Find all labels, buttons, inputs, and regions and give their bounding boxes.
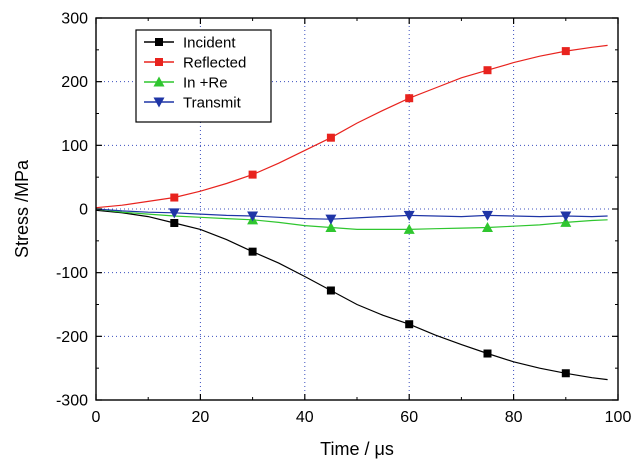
data-point-reflected <box>561 47 570 56</box>
data-point-reflected <box>483 66 492 75</box>
legend-marker-reflected <box>155 58 163 66</box>
legend-label-transmit: Transmit <box>183 95 242 112</box>
data-point-reflected <box>170 193 179 202</box>
x-tick-label: 20 <box>192 409 210 426</box>
x-tick-label: 80 <box>505 409 523 426</box>
grid-layer <box>96 18 618 400</box>
data-point-reflected <box>405 94 414 103</box>
data-point-transmit <box>560 211 572 222</box>
data-point-in-re <box>560 216 572 227</box>
data-point-transmit <box>247 211 259 222</box>
series-line-transmit <box>95 208 608 220</box>
x-tick-label: 60 <box>400 409 418 426</box>
series-transmit <box>95 208 608 225</box>
y-tick-label: -100 <box>56 265 88 282</box>
y-tick-label: -200 <box>56 329 88 346</box>
data-point-transmit <box>403 210 415 221</box>
series-line-in-re <box>95 208 608 230</box>
y-tick-label: 0 <box>79 202 88 219</box>
data-point-in-re <box>325 221 337 232</box>
data-point-reflected <box>248 170 257 179</box>
data-point-incident <box>561 369 570 378</box>
data-point-transmit <box>325 214 337 225</box>
data-point-transmit <box>168 208 180 219</box>
series-reflected <box>95 44 608 209</box>
x-tick-label: 100 <box>605 409 632 426</box>
series-line-reflected <box>95 44 608 209</box>
legend-marker-incident <box>155 38 163 46</box>
legend-label-reflected: Reflected <box>183 55 246 72</box>
legend-label-incident: Incident <box>183 35 236 52</box>
data-point-incident <box>170 219 179 228</box>
data-point-incident <box>483 349 492 358</box>
y-tick-label: 300 <box>61 11 88 28</box>
series-in-re <box>95 208 608 234</box>
legend: Incident Reflected In +Re Transmit <box>135 29 272 123</box>
y-tick-label: 200 <box>61 74 88 91</box>
series-layer <box>95 44 608 381</box>
axes-layer: 0 20 40 60 80 100 -300 -200 -100 0 100 200 300 <box>56 11 631 427</box>
data-point-incident <box>326 286 335 295</box>
data-point-transmit <box>482 210 493 221</box>
y-tick-label: -300 <box>56 393 88 410</box>
x-axis-title: Time / μs <box>320 439 394 459</box>
legend-marker-in-re <box>153 76 165 87</box>
series-line-incident <box>95 209 608 381</box>
data-point-incident <box>405 320 414 329</box>
x-tick-label: 40 <box>296 409 314 426</box>
data-point-in-re <box>403 223 415 234</box>
data-point-in-re <box>482 221 493 232</box>
legend-label-in-re: In +Re <box>183 75 228 92</box>
y-axis-title: Stress /MPa <box>12 159 32 258</box>
series-incident <box>95 209 608 381</box>
x-tick-label: 0 <box>92 409 101 426</box>
y-tick-label: 100 <box>61 138 88 155</box>
data-point-reflected <box>326 133 335 142</box>
data-point-incident <box>248 247 257 256</box>
legend-marker-transmit <box>153 97 165 108</box>
